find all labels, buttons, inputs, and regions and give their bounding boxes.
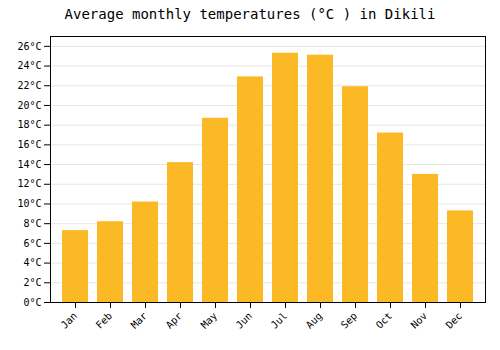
svg-text:2°C: 2°C bbox=[23, 277, 41, 288]
svg-text:Sep: Sep bbox=[339, 310, 360, 331]
svg-text:Jan: Jan bbox=[59, 310, 80, 331]
svg-text:Mar: Mar bbox=[129, 310, 150, 331]
svg-text:20°C: 20°C bbox=[17, 100, 41, 111]
svg-text:Jun: Jun bbox=[234, 310, 255, 331]
svg-text:Nov: Nov bbox=[409, 310, 430, 331]
svg-text:16°C: 16°C bbox=[17, 139, 41, 150]
svg-text:Jul: Jul bbox=[269, 310, 290, 331]
svg-text:10°C: 10°C bbox=[17, 198, 41, 209]
svg-text:Oct: Oct bbox=[374, 310, 395, 331]
svg-text:18°C: 18°C bbox=[17, 119, 41, 130]
svg-text:Apr: Apr bbox=[164, 310, 185, 331]
svg-text:12°C: 12°C bbox=[17, 178, 41, 189]
svg-text:8°C: 8°C bbox=[23, 218, 41, 229]
svg-text:Aug: Aug bbox=[304, 310, 325, 331]
svg-text:14°C: 14°C bbox=[17, 159, 41, 170]
svg-text:22°C: 22°C bbox=[17, 80, 41, 91]
svg-text:26°C: 26°C bbox=[17, 41, 41, 52]
svg-text:24°C: 24°C bbox=[17, 60, 41, 71]
html-text:Average monthly temperatures (: Average monthly temperatures (°C ) in Di… bbox=[64, 6, 436, 22]
svg-text:4°C: 4°C bbox=[23, 257, 41, 268]
svg-text:Feb: Feb bbox=[94, 310, 115, 331]
svg-text:Dec: Dec bbox=[444, 310, 465, 331]
svg-text:0°C: 0°C bbox=[23, 297, 41, 308]
svg-text:6°C: 6°C bbox=[23, 238, 41, 249]
svg-text:May: May bbox=[199, 310, 220, 331]
